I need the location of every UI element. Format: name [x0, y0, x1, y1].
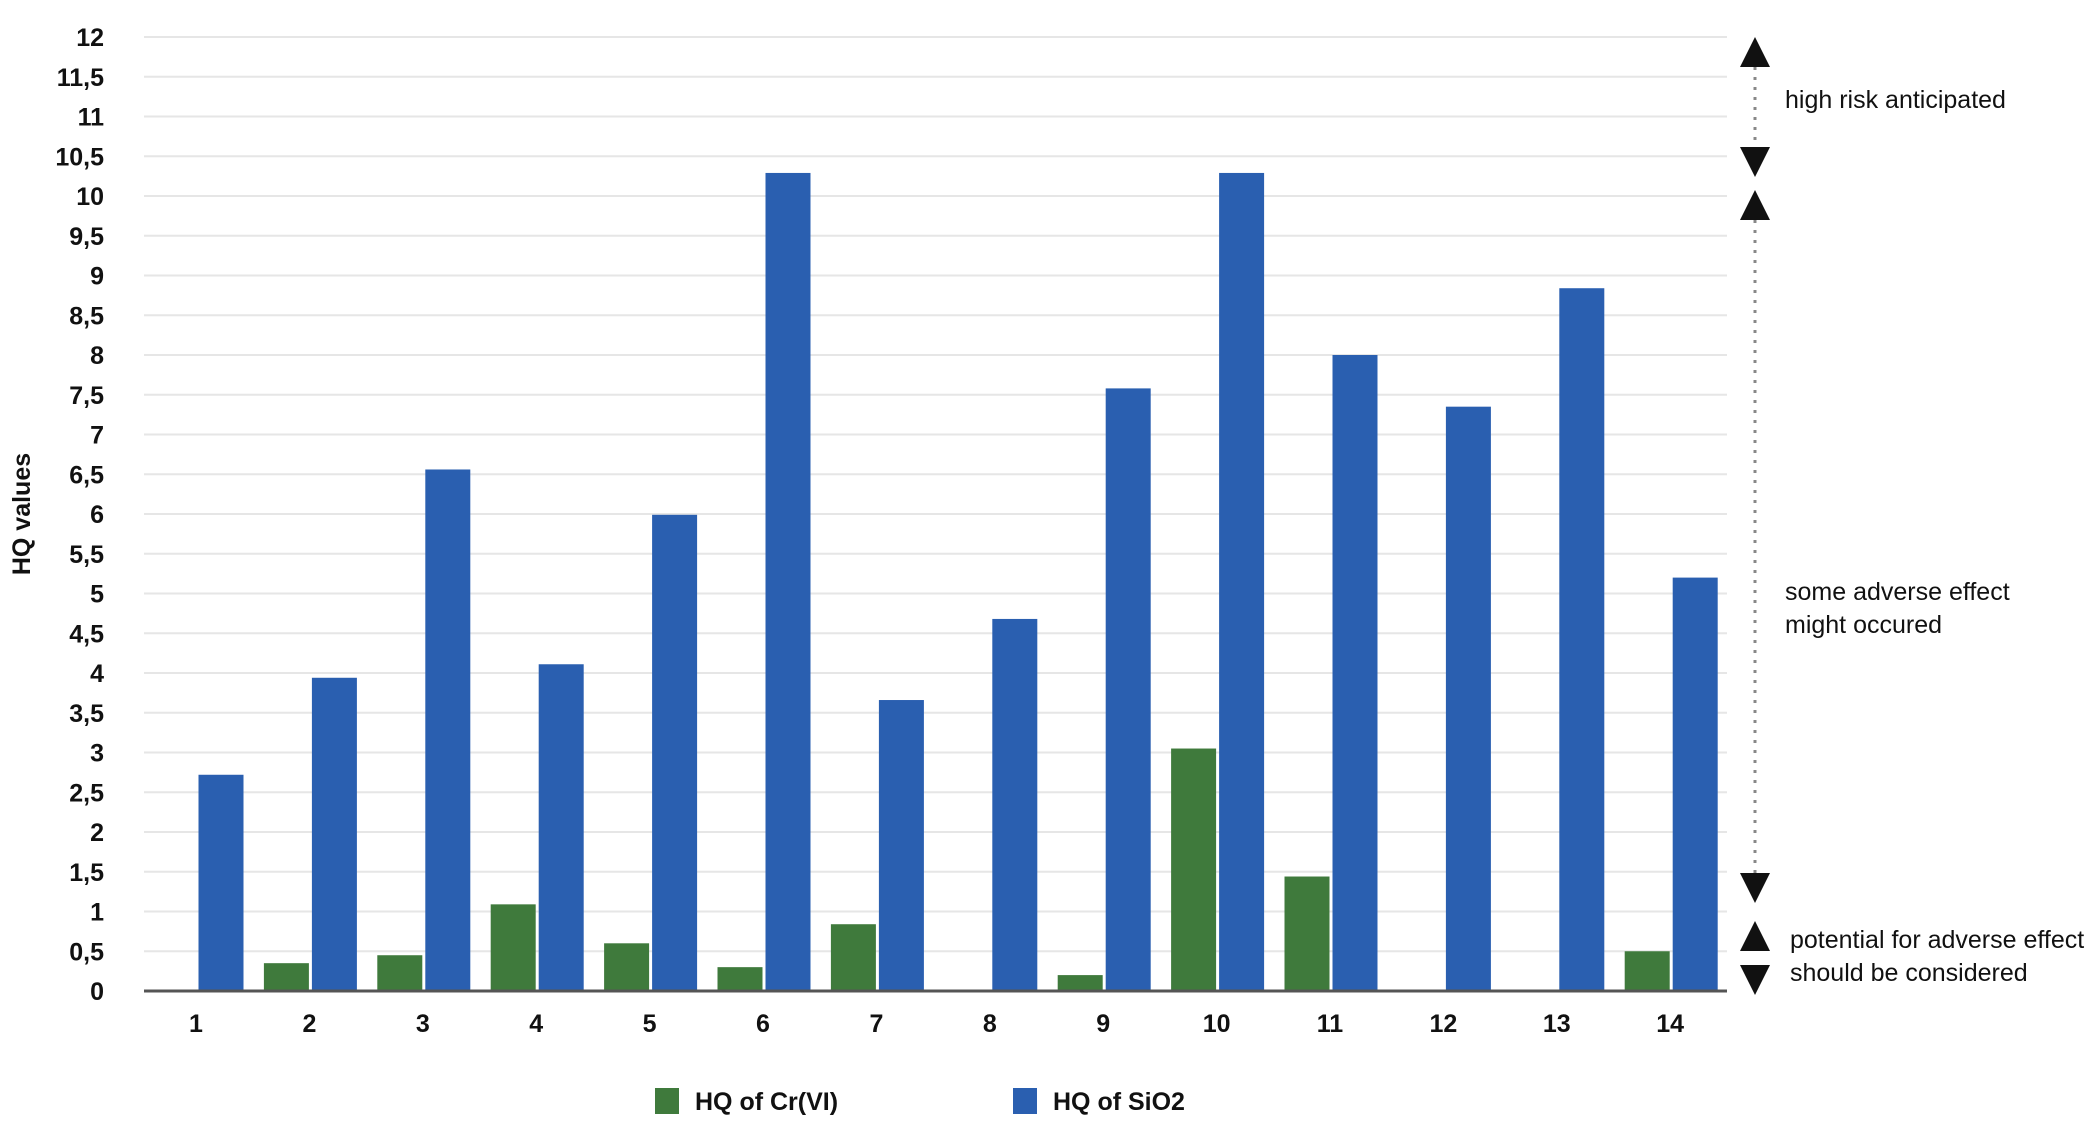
arrow-up-icon — [1740, 190, 1770, 220]
y-tick-label: 2 — [90, 819, 104, 847]
bar-sio2 — [878, 700, 924, 991]
x-tick-label: 7 — [869, 1010, 883, 1038]
arrow-up-icon — [1740, 37, 1770, 67]
bar-cr-vi — [717, 967, 763, 991]
x-tick-label: 8 — [983, 1010, 997, 1038]
legend-swatch — [655, 1088, 679, 1114]
x-tick-label: 9 — [1096, 1010, 1110, 1038]
y-tick-label: 12 — [76, 24, 104, 52]
y-tick-label: 11,5 — [57, 64, 104, 92]
x-tick-label: 2 — [302, 1010, 316, 1038]
bar-cr-vi — [604, 943, 650, 991]
bar-sio2 — [425, 469, 471, 992]
bar-sio2 — [311, 677, 357, 991]
bar-sio2 — [652, 514, 698, 991]
annotation-potential-adverse: potential for adverse effect — [1790, 926, 2084, 954]
y-axis-ticks: 00,511,522,533,544,555,566,577,588,599,5… — [55, 24, 104, 1006]
x-tick-label: 11 — [1317, 1010, 1344, 1038]
bar-sio2 — [1332, 355, 1378, 991]
y-tick-label: 10,5 — [55, 143, 104, 171]
x-tick-label: 10 — [1203, 1010, 1231, 1038]
annotation-some-adverse: might occured — [1785, 611, 1942, 639]
y-axis-label: HQ values — [8, 453, 36, 575]
y-tick-label: 1,5 — [69, 859, 104, 887]
x-tick-label: 1 — [189, 1010, 203, 1038]
y-tick-label: 7 — [90, 422, 104, 450]
bar-sio2 — [1445, 406, 1491, 991]
y-tick-label: 4 — [90, 660, 104, 688]
bar-cr-vi — [1284, 876, 1330, 991]
y-tick-label: 11 — [78, 104, 105, 132]
y-tick-label: 3,5 — [69, 700, 104, 728]
bar-cr-vi — [1624, 951, 1670, 991]
y-tick-label: 6 — [90, 501, 104, 529]
annotation-some-adverse: some adverse effect — [1785, 578, 2010, 606]
bar-sio2 — [1105, 388, 1151, 991]
y-tick-label: 9,5 — [69, 223, 104, 251]
bar-sio2 — [198, 774, 244, 991]
bar-sio2 — [1672, 577, 1718, 991]
arrow-down-icon — [1740, 873, 1770, 903]
bar-sio2 — [538, 664, 584, 991]
bar-cr-vi — [830, 924, 876, 991]
y-tick-label: 8,5 — [69, 302, 104, 330]
bar-cr-vi — [1171, 748, 1217, 991]
y-tick-label: 6,5 — [69, 461, 104, 489]
bars — [198, 172, 1718, 992]
y-tick-label: 2,5 — [69, 779, 104, 807]
arrow-up-icon — [1740, 921, 1770, 951]
y-tick-label: 1 — [90, 899, 104, 927]
bar-cr-vi — [377, 955, 423, 991]
y-tick-label: 0,5 — [69, 938, 104, 966]
arrow-down-icon — [1740, 965, 1770, 995]
annotation-potential-adverse: should be considered — [1790, 959, 2028, 987]
legend-swatch — [1013, 1088, 1037, 1114]
legend-label: HQ of Cr(VI) — [695, 1088, 838, 1116]
y-tick-label: 5,5 — [69, 541, 104, 569]
x-axis-ticks: 1 2 3 4 5 6 7 8 9 10 11 12 13 14 — [189, 1010, 1684, 1038]
x-tick-label: 6 — [756, 1010, 770, 1038]
annotation-high-risk: high risk anticipated — [1785, 86, 2006, 114]
bar-sio2 — [992, 618, 1038, 991]
y-tick-label: 3 — [90, 740, 104, 768]
y-tick-label: 7,5 — [69, 382, 104, 410]
arrow-down-icon — [1740, 147, 1770, 177]
y-tick-label: 0 — [90, 978, 104, 1006]
y-tick-label: 10 — [76, 183, 104, 211]
bar-sio2 — [1559, 288, 1605, 992]
x-tick-label: 4 — [529, 1010, 543, 1038]
bar-cr-vi — [1057, 975, 1103, 991]
bar-cr-vi — [263, 963, 309, 991]
y-tick-label: 8 — [90, 342, 104, 370]
y-tick-label: 4,5 — [69, 620, 104, 648]
bar-sio2 — [1219, 172, 1265, 991]
x-tick-label: 12 — [1429, 1010, 1457, 1038]
y-tick-label: 9 — [90, 263, 104, 291]
x-tick-label: 14 — [1656, 1010, 1684, 1038]
x-tick-label: 3 — [416, 1010, 430, 1038]
legend: HQ of Cr(VI) HQ of SiO2 — [655, 1088, 1185, 1116]
y-tick-label: 5 — [90, 581, 104, 609]
risk-annotations: high risk anticipated some adverse effect… — [1740, 37, 2084, 995]
x-tick-label: 5 — [643, 1010, 657, 1038]
x-tick-label: 13 — [1543, 1010, 1571, 1038]
bar-sio2 — [765, 172, 811, 991]
legend-label: HQ of SiO2 — [1053, 1088, 1185, 1116]
bar-cr-vi — [490, 904, 536, 991]
